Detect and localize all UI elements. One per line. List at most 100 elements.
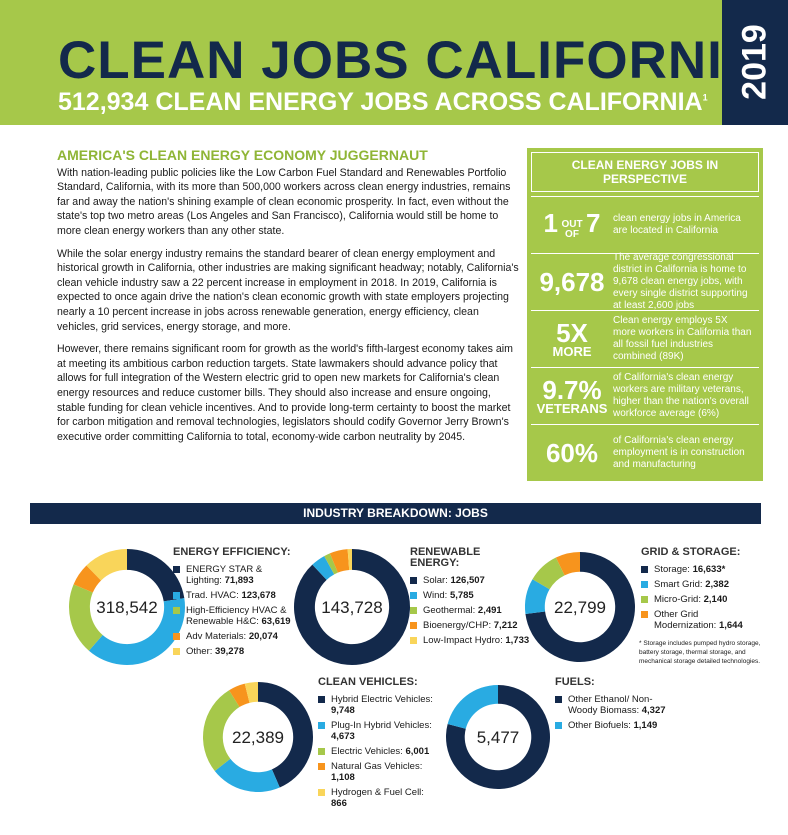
legend-swatch xyxy=(555,722,562,729)
legend-value: 39,278 xyxy=(215,646,245,657)
donut-segment xyxy=(525,552,635,662)
donut-total: 22,799 xyxy=(554,598,606,617)
legend-swatch xyxy=(318,789,325,796)
legend-text: Smart Grid: 2,382 xyxy=(654,579,729,590)
legend-item: Adv Materials: 20,074 xyxy=(173,631,293,642)
legend-value: 63,619 xyxy=(261,616,291,627)
legend-item: Natural Gas Vehicles: 1,108 xyxy=(318,761,438,783)
stat: 9.7% VETERANS of California's clean energy… xyxy=(531,367,759,424)
legend-item: Hydrogen & Fuel Cell: 866 xyxy=(318,787,438,809)
legend-swatch xyxy=(410,622,417,629)
legend-value: 7,212 xyxy=(493,620,518,631)
stat: 5X MORE Clean energy employs 5X more worke… xyxy=(531,310,759,367)
legend-swatch xyxy=(318,748,325,755)
donut-segment xyxy=(446,685,551,789)
stat-big: 9.7% xyxy=(542,375,602,405)
donut-segment xyxy=(329,549,350,573)
legend: RENEWABLE ENERGY: Solar: 126,507 Wind: 5,7… xyxy=(410,547,530,650)
legend-value: 71,893 xyxy=(224,575,254,586)
stat-text: of California's clean energy employment … xyxy=(613,435,745,470)
legend-item: High-Efficiency HVAC & Renewable H&C: 63… xyxy=(173,605,293,627)
legend-name: Low-Impact Hydro: xyxy=(423,635,503,646)
legend-text: Electric Vehicles: 6,001 xyxy=(331,746,429,757)
legend-item: Trad. HVAC: 123,678 xyxy=(173,590,293,601)
legend-swatch xyxy=(641,611,648,618)
legend-item: Other Biofuels: 1,149 xyxy=(555,720,675,731)
donut-segment xyxy=(229,683,250,708)
donut-segment xyxy=(447,685,498,729)
stat-text: of California's clean energy workers are… xyxy=(613,372,749,419)
legend-text: ENERGY STAR & Lighting: 71,893 xyxy=(186,564,293,586)
legend-text: Other Ethanol/ Non-Woody Biomass: 4,327 xyxy=(568,694,675,716)
legend-swatch xyxy=(555,696,562,703)
legend-name: Wind: xyxy=(423,590,448,601)
legend-text: Adv Materials: 20,074 xyxy=(186,631,278,642)
subtitle: 512,934 CLEAN ENERGY JOBS ACROSS CALIFOR… xyxy=(58,88,708,117)
legend-name: Hydrogen & Fuel Cell: xyxy=(331,787,424,798)
legend-value: 4,327 xyxy=(641,705,666,716)
donut-segment xyxy=(347,549,352,570)
legend-name: Adv Materials: xyxy=(186,631,247,642)
legend-value: 1,108 xyxy=(331,772,355,783)
donut-total: 143,728 xyxy=(321,598,382,617)
perspective-title: CLEAN ENERGY JOBS IN PERSPECTIVE xyxy=(531,152,759,192)
stat-figure: 60% xyxy=(531,440,613,466)
legend-title: GRID & STORAGE: xyxy=(641,546,741,558)
legend-swatch xyxy=(410,592,417,599)
legend-text: Other Grid Modernization: 1,644 xyxy=(654,609,761,631)
legend-name: High-Efficiency HVAC & Renewable H&C: xyxy=(186,605,287,627)
year-box: 2019 xyxy=(722,0,788,125)
legend-name: Other: xyxy=(186,646,213,657)
legend-swatch xyxy=(410,637,417,644)
legend-value: 866 xyxy=(331,798,347,809)
legend: CLEAN VEHICLES: Hybrid Electric Vehicles:… xyxy=(318,677,438,813)
legend-swatch xyxy=(318,696,325,703)
legend-value: 123,678 xyxy=(241,590,276,601)
stat-small: OUT OF xyxy=(561,218,583,240)
legend-swatch xyxy=(173,566,180,573)
legend: GRID & STORAGE: Storage: 16,633* Smart Gri… xyxy=(639,546,761,666)
legend-item: Geothermal: 2,491 xyxy=(410,605,530,616)
donut-segment xyxy=(258,682,313,788)
legend-text: Bioenergy/CHP: 7,212 xyxy=(423,620,518,631)
perspective: CLEAN ENERGY JOBS IN PERSPECTIVE 1 OUT OF 7… xyxy=(527,148,763,481)
legend-value: 6,001 xyxy=(405,746,430,757)
legend-item: Low-Impact Hydro: 1,733 xyxy=(410,635,530,646)
legend-swatch xyxy=(173,633,180,640)
subtitle-text: 512,934 CLEAN ENERGY JOBS ACROSS CALIFOR… xyxy=(58,88,703,116)
article-heading: AMERICA'S CLEAN ENERGY ECONOMY JUGGERNAU… xyxy=(57,147,428,163)
donut-segment xyxy=(324,553,338,575)
legend-text: Other Biofuels: 1,149 xyxy=(568,720,657,731)
legend-swatch xyxy=(173,607,180,614)
legend-value: 2,382 xyxy=(705,579,729,590)
legend-text: Wind: 5,785 xyxy=(423,590,474,601)
stat-big: 1 xyxy=(543,208,558,239)
legend-swatch xyxy=(410,607,417,614)
legend-swatch xyxy=(641,566,648,573)
legend-text: High-Efficiency HVAC & Renewable H&C: 63… xyxy=(186,605,293,627)
legend-name: Other Grid Modernization: xyxy=(654,609,717,631)
footnote: * Storage includes pumped hydro storage,… xyxy=(639,640,761,665)
legend-item: Plug-In Hybrid Vehicles: 4,673 xyxy=(318,720,438,742)
article: AMERICA'S CLEAN ENERGY ECONOMY JUGGERNAU… xyxy=(57,148,519,452)
stat: 9,678 The average congressional district … xyxy=(531,252,759,311)
donut-segment xyxy=(127,549,185,602)
donut-segment xyxy=(525,579,550,615)
donut-total: 22,389 xyxy=(232,728,284,747)
legend-text: Low-Impact Hydro: 1,733 xyxy=(423,635,529,646)
legend-text: Other: 39,278 xyxy=(186,646,244,657)
legend-name: Geothermal: xyxy=(423,605,476,616)
donut-segment xyxy=(73,565,102,593)
legend-value: 1,644 xyxy=(718,620,743,631)
legend-item: Electric Vehicles: 6,001 xyxy=(318,746,438,757)
legend-swatch xyxy=(410,577,417,584)
title: CLEAN JOBS CALIFORNIA xyxy=(58,31,763,90)
stat-figure: 9,678 xyxy=(531,269,613,295)
donut-segment xyxy=(68,584,103,651)
donut-segment xyxy=(244,682,258,703)
legend-text: Natural Gas Vehicles: 1,108 xyxy=(331,761,438,783)
donut-segment xyxy=(555,552,580,576)
legend-name: Trad. HVAC: xyxy=(186,590,239,601)
paragraph: While the solar energy industry remains … xyxy=(57,247,519,333)
legend-item: Micro-Grid: 2,140 xyxy=(641,594,761,605)
